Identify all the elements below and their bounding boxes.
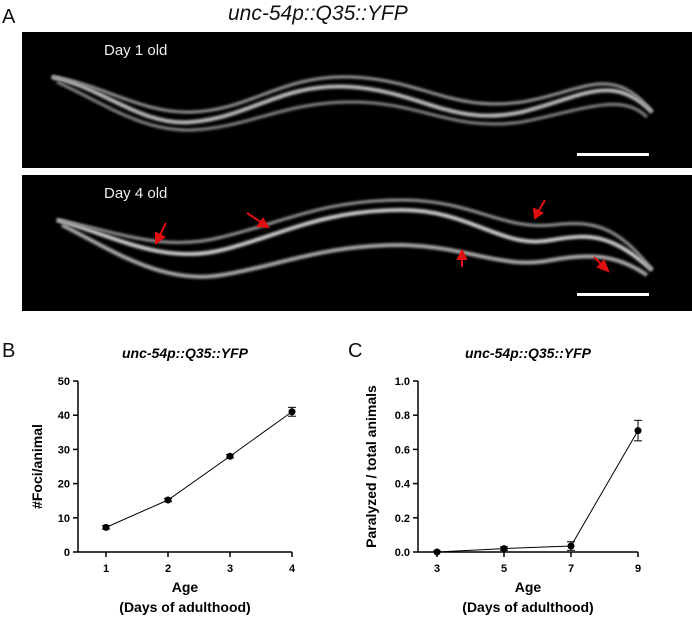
red-arrows (155, 199, 610, 273)
x-axis-label: Age (172, 579, 199, 595)
micrograph-day1: Day 1 old (22, 32, 692, 168)
y-tick-label: 0.4 (395, 479, 411, 491)
caption-day1: Day 1 old (104, 42, 168, 59)
panel-label-b: B (2, 340, 16, 362)
y-tick-label: 30 (58, 444, 70, 456)
x-tick-label: 2 (165, 563, 171, 575)
y-tick-label: 0.2 (395, 513, 410, 525)
y-tick-label: 50 (58, 376, 70, 388)
x-axis-label: Age (515, 579, 542, 595)
data-point (288, 408, 296, 416)
panel-label-a: A (2, 6, 16, 28)
y-axis-label: Paralyzed / total animals (363, 385, 379, 548)
data-point (102, 523, 110, 531)
scale-bar (577, 153, 649, 156)
x-tick-label: 5 (501, 563, 507, 575)
x-tick-label: 9 (635, 563, 641, 575)
worm-image-day4 (56, 198, 654, 296)
y-tick-label: 40 (58, 410, 70, 422)
data-point (567, 542, 575, 550)
caption-day4: Day 4 old (104, 185, 168, 202)
data-point (433, 548, 441, 556)
scale-bar (577, 293, 649, 296)
series-line (105, 411, 293, 528)
y-tick-label: 1.0 (395, 376, 410, 388)
data-point (226, 452, 234, 460)
data-point (164, 496, 172, 504)
y-tick-label: 0.6 (395, 444, 410, 456)
x-axis-sublabel: (Days of adulthood) (462, 599, 593, 615)
y-axis-label: #Foci/animal (29, 424, 45, 509)
chart-title: unc-54p::Q35::YFP (465, 345, 592, 361)
x-tick-label: 3 (434, 563, 440, 575)
panel-label-c: C (348, 340, 363, 362)
x-tick-label: 3 (227, 563, 233, 575)
x-tick-label: 4 (289, 563, 296, 575)
micrograph-day4: Day 4 old (22, 175, 692, 311)
x-tick-label: 1 (103, 563, 109, 575)
x-tick-label: 7 (568, 563, 574, 575)
y-tick-label: 0 (64, 547, 70, 559)
y-tick-label: 0.0 (395, 547, 410, 559)
data-point (634, 427, 642, 435)
x-axis-sublabel: (Days of adulthood) (119, 599, 250, 615)
data-point (500, 545, 508, 553)
figure-title: unc-54p::Q35::YFP (228, 2, 408, 25)
y-tick-label: 10 (58, 513, 70, 525)
worm-image-day1 (51, 75, 654, 156)
y-tick-label: 0.8 (395, 410, 410, 422)
series-line (436, 430, 639, 553)
chart-title: unc-54p::Q35::YFP (122, 345, 249, 361)
y-tick-label: 20 (58, 479, 70, 491)
